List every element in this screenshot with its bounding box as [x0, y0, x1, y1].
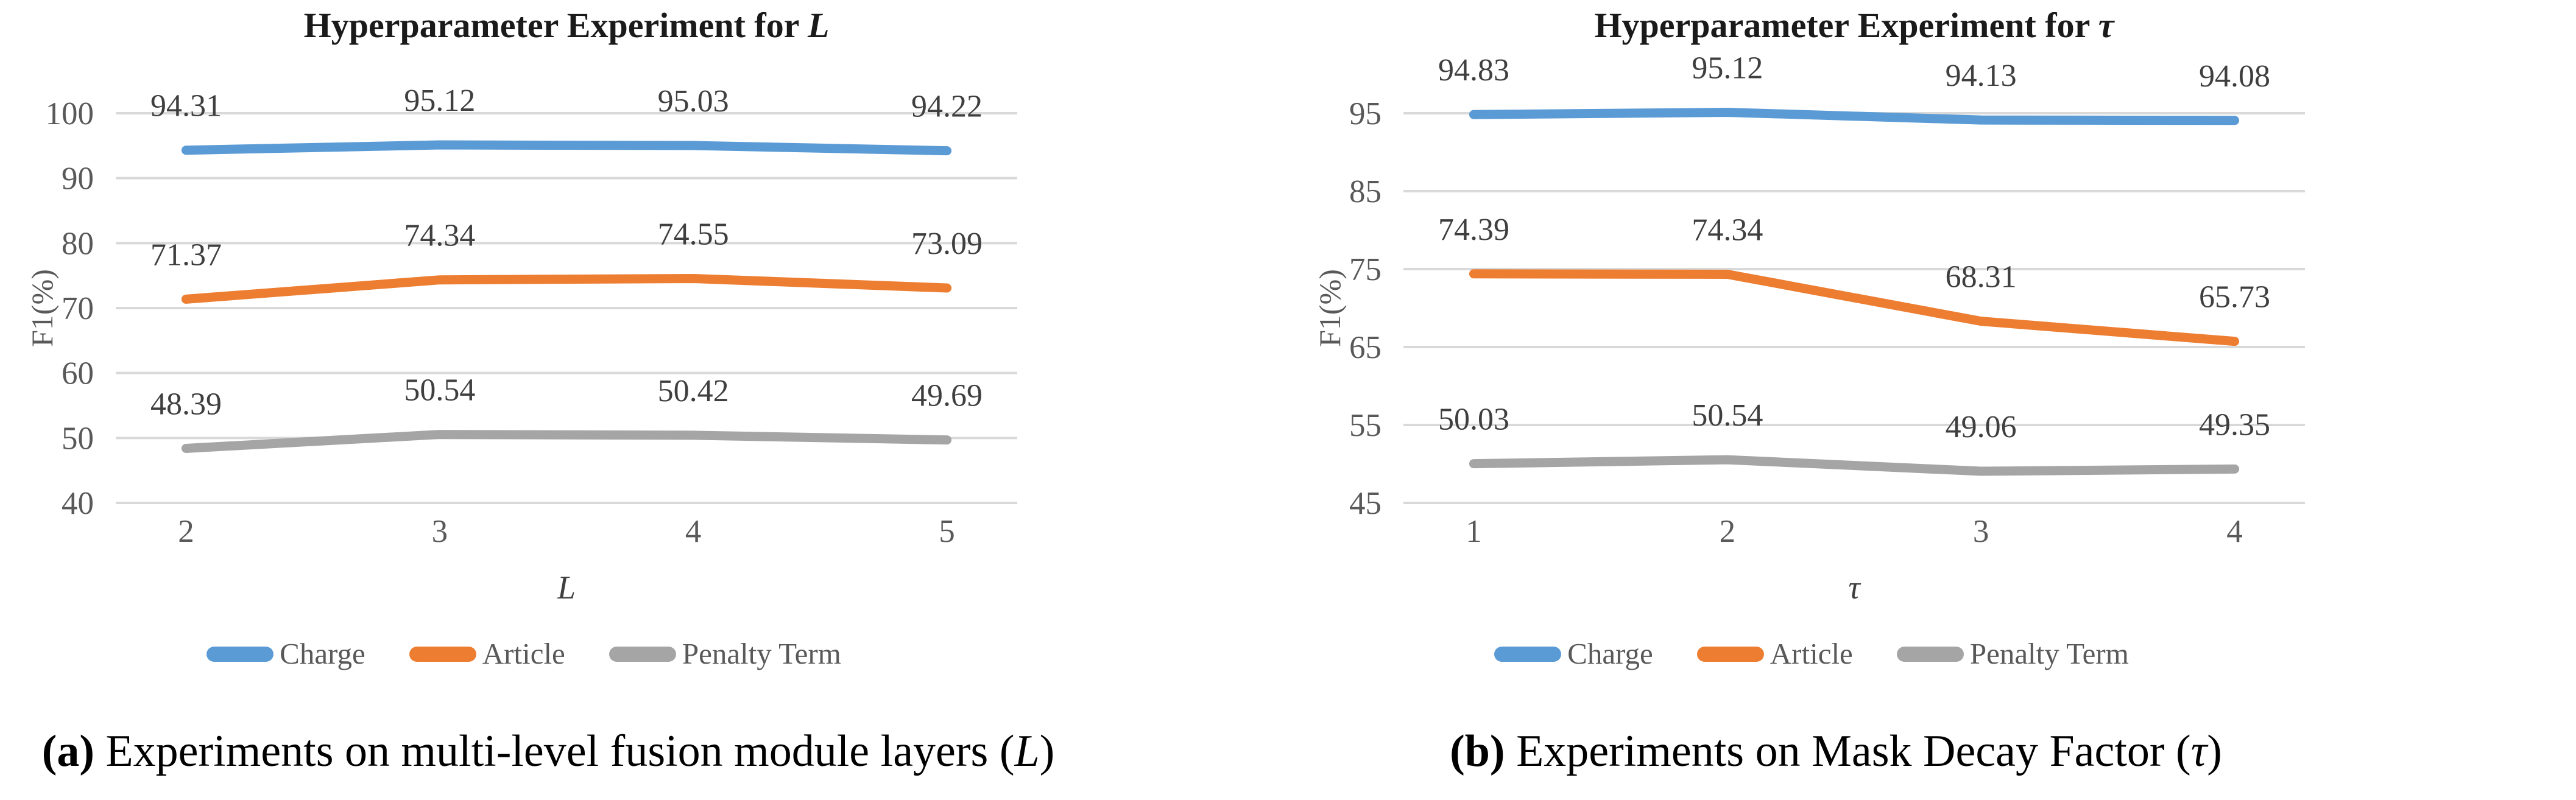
legend-item-penalty-term: Penalty Term — [609, 638, 841, 670]
svg-text:74.39: 74.39 — [1438, 212, 1509, 247]
legend-label-penalty-term: Penalty Term — [1969, 637, 2129, 670]
caption-a: (a) Experiments on multi-level fusion mo… — [0, 723, 1133, 779]
charge-line-swatch-icon — [206, 646, 274, 662]
legend-item-article: Article — [1696, 637, 1853, 670]
svg-text:73.09: 73.09 — [911, 226, 983, 261]
svg-text:48.39: 48.39 — [150, 387, 222, 422]
svg-text:100: 100 — [46, 96, 94, 132]
chart-b-title: Hyperparameter Experiment for τ — [1312, 5, 2311, 46]
svg-text:F1(%): F1(%) — [1313, 269, 1347, 347]
caption-b-suffix: ) — [2207, 726, 2222, 776]
svg-text:71.37: 71.37 — [150, 237, 222, 272]
chart-b-legend: Charge Article Penalty Term — [1312, 638, 2311, 670]
charge-line-swatch-icon — [1494, 646, 1562, 662]
svg-text:50.42: 50.42 — [658, 374, 729, 409]
svg-text:F1(%): F1(%) — [25, 269, 59, 347]
article-line-swatch-icon — [1696, 646, 1764, 662]
chart-a-title-text: Hyperparameter Experiment for — [303, 5, 808, 45]
chart-a-box: Hyperparameter Experiment for L 40 50 60 70… — [24, 5, 1054, 779]
penalty-term-line-swatch-icon — [609, 646, 676, 662]
svg-text:50.03: 50.03 — [1438, 402, 1509, 437]
chart-a-title-variable: L — [807, 5, 830, 45]
svg-text:95.03: 95.03 — [658, 84, 729, 119]
svg-text:49.06: 49.06 — [1946, 410, 2017, 444]
svg-text:50: 50 — [62, 421, 94, 456]
legend-item-article: Article — [409, 638, 565, 670]
chart-b-line-plot: 45 55 65 75 85 95 F1(%) 1 2 3 4 94.83 95.12 94.13 94.0… — [1313, 51, 2305, 549]
legend-item-charge: Charge — [206, 638, 365, 670]
legend-label-penalty-term: Penalty Term — [682, 637, 841, 670]
svg-text:70: 70 — [62, 291, 94, 326]
caption-b-label: (b) — [1450, 726, 1505, 776]
chart-a-title: Hyperparameter Experiment for L — [24, 5, 1023, 46]
svg-text:94.13: 94.13 — [1946, 58, 2017, 93]
svg-text:90: 90 — [62, 161, 94, 197]
svg-text:95.12: 95.12 — [404, 83, 475, 118]
penalty-term-line-swatch-icon — [1896, 646, 1964, 662]
svg-text:74.34: 74.34 — [404, 219, 475, 253]
svg-text:94.83: 94.83 — [1438, 53, 1509, 88]
caption-a-suffix: ) — [1039, 726, 1055, 776]
svg-text:50.54: 50.54 — [1692, 398, 1763, 433]
legend-label-charge: Charge — [1567, 637, 1653, 670]
svg-text:94.22: 94.22 — [911, 89, 983, 124]
caption-b: (b) Experiments on Mask Decay Factor (τ) — [1251, 723, 2421, 779]
caption-b-variable: τ — [2190, 726, 2207, 776]
article-line-swatch-icon — [409, 646, 476, 662]
svg-text:55: 55 — [1349, 408, 1382, 443]
svg-text:3: 3 — [1973, 514, 1989, 549]
chart-b-x-axis-title: τ — [1848, 569, 1860, 606]
svg-text:74.34: 74.34 — [1692, 212, 1763, 247]
chart-a-legend: Charge Article Penalty Term — [24, 638, 1023, 670]
chart-b-box: Hyperparameter Experiment for τ 45 55 65 75… — [1312, 5, 2311, 779]
chart-a-x-axis-title: L — [557, 569, 576, 606]
legend-label-article: Article — [1770, 637, 1853, 670]
svg-text:95: 95 — [1349, 96, 1382, 132]
legend-label-article: Article — [482, 637, 565, 670]
chart-b-title-variable: τ — [2098, 5, 2114, 45]
caption-a-text: Experiments on multi-level fusion module… — [94, 726, 1015, 776]
svg-text:40: 40 — [62, 486, 94, 521]
svg-text:2: 2 — [1720, 514, 1736, 549]
svg-text:49.35: 49.35 — [2199, 407, 2270, 442]
svg-text:49.69: 49.69 — [911, 379, 983, 413]
svg-text:65.73: 65.73 — [2199, 280, 2270, 315]
svg-text:3: 3 — [432, 514, 448, 549]
caption-a-label: (a) — [41, 726, 94, 776]
svg-text:94.08: 94.08 — [2199, 59, 2270, 94]
caption-b-text: Experiments on Mask Decay Factor ( — [1505, 726, 2191, 776]
chart-a-line-plot: 40 50 60 70 80 90 100 F1(%) 2 3 4 5 94.31 95.12 95.03 9… — [25, 83, 1017, 549]
svg-text:95.12: 95.12 — [1692, 51, 1763, 85]
svg-text:68.31: 68.31 — [1946, 260, 2017, 295]
svg-text:94.31: 94.31 — [150, 89, 222, 124]
svg-text:4: 4 — [2226, 514, 2243, 549]
svg-text:85: 85 — [1349, 174, 1382, 209]
svg-text:4: 4 — [685, 514, 702, 549]
chart-b-title-text: Hyperparameter Experiment for — [1594, 5, 2098, 45]
svg-text:2: 2 — [178, 514, 194, 549]
legend-item-charge: Charge — [1494, 638, 1653, 670]
svg-text:65: 65 — [1349, 330, 1382, 365]
svg-text:75: 75 — [1349, 252, 1382, 287]
chart-b: Hyperparameter Experiment for τ 45 55 65 75… — [1288, 0, 2575, 800]
svg-text:45: 45 — [1349, 486, 1382, 521]
legend-item-penalty-term: Penalty Term — [1896, 637, 2129, 670]
svg-text:60: 60 — [62, 356, 94, 391]
svg-text:74.55: 74.55 — [658, 217, 729, 251]
svg-text:50.54: 50.54 — [404, 373, 475, 408]
legend-label-charge: Charge — [280, 637, 365, 670]
svg-text:5: 5 — [939, 514, 955, 549]
chart-a: Hyperparameter Experiment for L 40 50 60 70… — [24, 5, 1054, 779]
svg-text:1: 1 — [1466, 514, 1482, 549]
caption-a-variable: L — [1014, 726, 1040, 776]
svg-text:80: 80 — [62, 226, 94, 261]
